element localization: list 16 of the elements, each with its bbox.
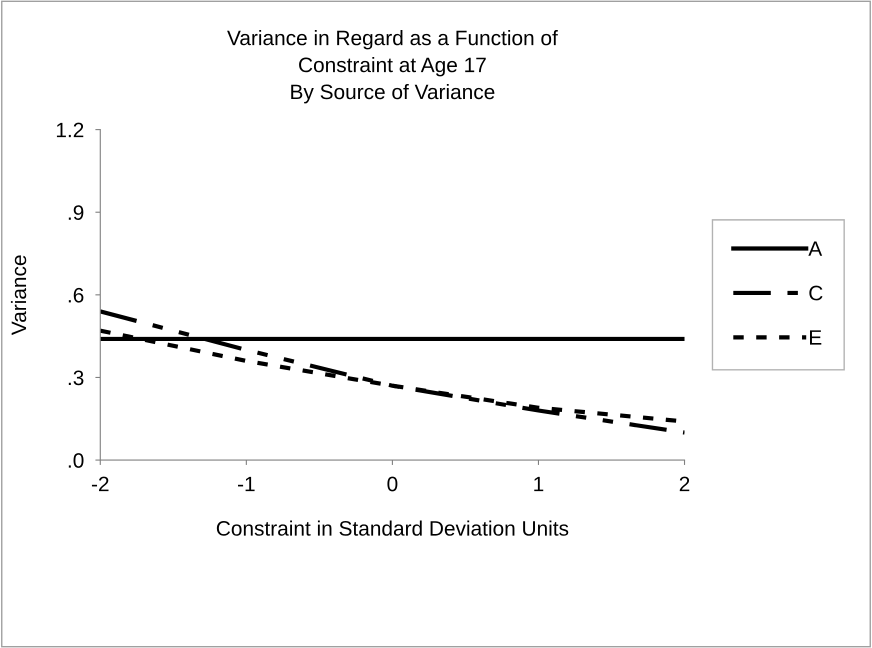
y-tick-label: .9 (68, 205, 84, 220)
x-tick-label: -2 (92, 476, 108, 492)
y-tick-label: 1.2 (56, 122, 84, 138)
x-tick-label: -1 (238, 476, 255, 492)
x-axis-title: Constraint in Standard Deviation Units (216, 520, 568, 536)
y-tick-label: .6 (68, 288, 84, 303)
legend-label: C (809, 286, 823, 300)
x-tick-label: 2 (680, 476, 690, 492)
chart-title: Variance in Regard as a Function of Constraint at Age 17 By Source of Variance (227, 30, 558, 104)
legend-label: E (810, 330, 822, 345)
y-tick-label: .3 (68, 370, 84, 386)
y-axis-title: Variance (10, 255, 26, 336)
legend-label: A (808, 241, 822, 256)
x-tick-label: 1 (534, 476, 544, 492)
y-tick-label: .0 (68, 453, 84, 468)
x-tick-label: 0 (387, 476, 398, 492)
